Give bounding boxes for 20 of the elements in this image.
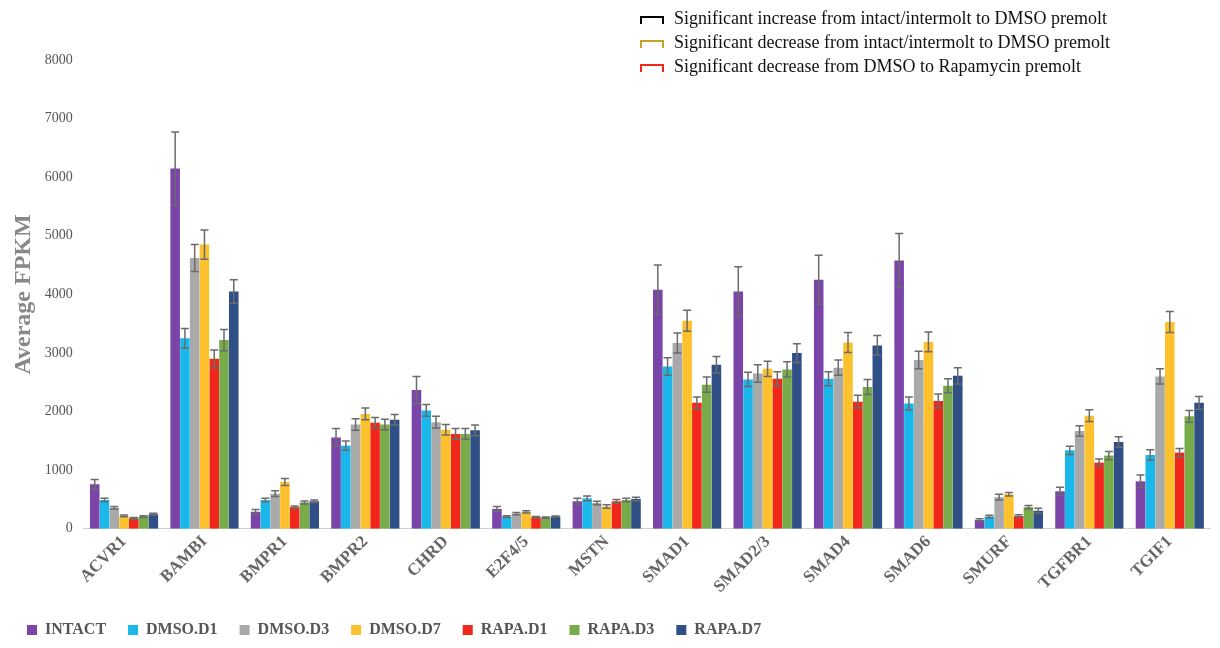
legend-label: DMSO.D3 (257, 620, 330, 638)
text: Significant decrease from intact/intermolt to DMSO premolt (674, 31, 1110, 53)
text: Significant increase from intact/intermolt to DMSO premolt (674, 7, 1107, 29)
y-axis-title: Average FPKM (8, 214, 35, 375)
legend-label: DMSO.D7 (369, 620, 441, 638)
legend-label: DMSO.D1 (146, 620, 218, 638)
y-tick-label: 6000 (44, 168, 73, 184)
y-tick-label: 4000 (44, 286, 73, 302)
legend-label: RAPA.D3 (587, 620, 655, 638)
y-tick-label: 5000 (44, 227, 73, 243)
y-tick-label: 8000 (44, 51, 73, 67)
legend-label: RAPA.D1 (480, 620, 548, 638)
y-tick-label: 1000 (44, 461, 73, 477)
annotation: Significant decrease from DMSO to Rapamycin premolt (674, 55, 1081, 77)
legend-label: RAPA.D7 (694, 620, 762, 638)
y-tick-label: 0 (65, 520, 73, 536)
y-tick-label: 3000 (44, 344, 73, 360)
y-tick-label: 7000 (44, 110, 73, 126)
legend-label: INTACT (45, 620, 107, 638)
y-tick-label: 2000 (44, 403, 73, 419)
